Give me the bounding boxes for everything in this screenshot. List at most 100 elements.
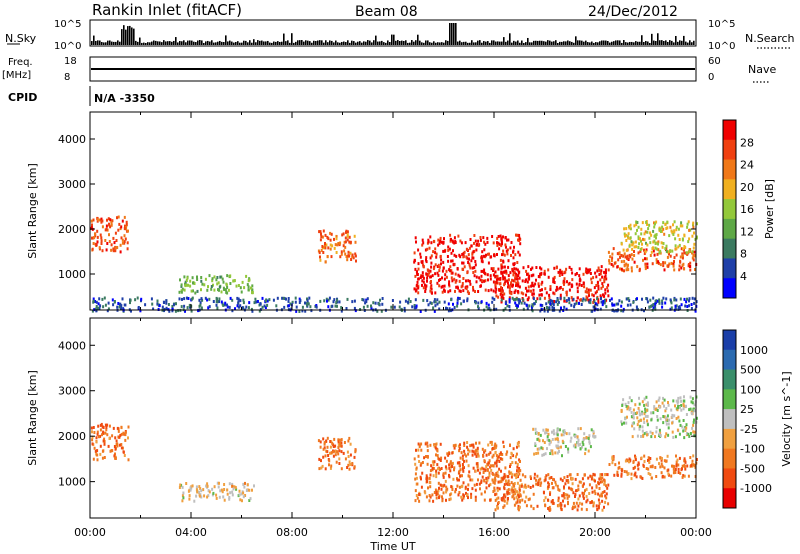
radar-cell [553,275,556,279]
radar-cell [592,305,595,309]
radar-cell [472,271,475,274]
radar-cell [106,309,109,313]
radar-cell [317,249,320,253]
radar-cell [611,461,614,465]
radar-cell [414,298,417,302]
radar-cell [462,481,465,485]
radar-cell [640,435,642,438]
radar-cell [456,478,459,482]
radar-cell [516,500,519,504]
radar-cell [655,301,657,304]
radar-cell [681,464,684,468]
radar-cell [522,298,525,302]
radar-cell [101,449,104,453]
radar-cell [458,491,461,494]
radar-cell [601,303,604,307]
radar-cell [328,296,331,300]
beam-title: Beam 08 [355,4,418,20]
radar-cell [525,293,527,297]
radar-cell [92,457,95,461]
radar-cell [151,302,154,306]
radar-cell [497,474,500,478]
radar-cell [543,309,546,313]
radar-cell [596,280,599,284]
radar-cell [441,290,444,294]
radar-cell [426,444,429,448]
radar-cell [571,284,574,288]
radar-cell [676,428,679,432]
radar-cell [362,298,365,302]
nsky-bar [621,42,623,45]
radar-cell [451,465,454,468]
radar-cell [463,452,466,456]
radar-cell [596,269,599,273]
radar-cell [473,266,476,269]
radar-cell [109,225,112,229]
radar-cell [506,304,509,308]
radar-cell [449,289,452,293]
radar-cell [512,273,515,277]
radar-cell [266,303,269,307]
nsky-bar [125,29,127,45]
radar-cell [426,476,429,480]
radar-cell [480,300,483,304]
radar-cell [643,309,645,313]
radar-cell [646,243,649,247]
radar-cell [655,258,658,262]
nsky-bar [479,40,481,45]
radar-cell [334,453,337,457]
radar-cell [437,263,440,267]
radar-cell [96,218,99,222]
radar-cell [568,432,571,436]
radar-cell [517,469,520,473]
radar-cell [646,297,649,301]
nsky-bar [373,40,375,45]
radar-cell [497,241,500,245]
radar-cell [511,490,514,494]
radar-cell [123,240,126,244]
radar-cell [483,270,486,274]
radar-cell [435,472,438,475]
nsky-bar [615,40,617,45]
nsky-bar [347,40,349,45]
radar-cell [634,465,636,469]
nsky-bar [233,42,235,45]
radar-cell [629,303,632,307]
radar-cell [605,492,608,496]
nsky-bar [487,41,489,45]
radar-cell [444,273,447,277]
radar-cell [417,248,420,252]
radar-cell [452,477,455,481]
radar-cell [291,300,294,304]
radar-cell [96,449,99,453]
radar-cell [475,441,477,445]
radar-cell [667,401,669,404]
radar-cell [127,436,129,440]
radar-cell [322,229,325,233]
radar-cell [680,468,683,472]
radar-cell [100,236,103,240]
nsky-bar [653,40,655,45]
radar-cell [488,252,490,256]
radar-cell [215,278,218,282]
radar-cell [646,265,649,269]
radar-cell [650,233,653,237]
radar-cell [500,240,503,244]
radar-cell [635,475,638,479]
radar-cell [513,263,515,267]
radar-cell [465,459,468,463]
radar-cell [678,419,681,423]
nsky-bar [137,41,139,45]
radar-cell [651,262,654,266]
radar-cell [620,309,623,313]
radar-cell [440,285,443,289]
radar-cell [620,267,623,271]
radar-cell [259,302,262,306]
radar-cell [240,492,243,496]
radar-cell [229,274,232,278]
radar-cell [692,223,694,227]
radar-cell [689,456,692,459]
nsky-bar [301,40,303,45]
radar-cell [427,486,429,490]
